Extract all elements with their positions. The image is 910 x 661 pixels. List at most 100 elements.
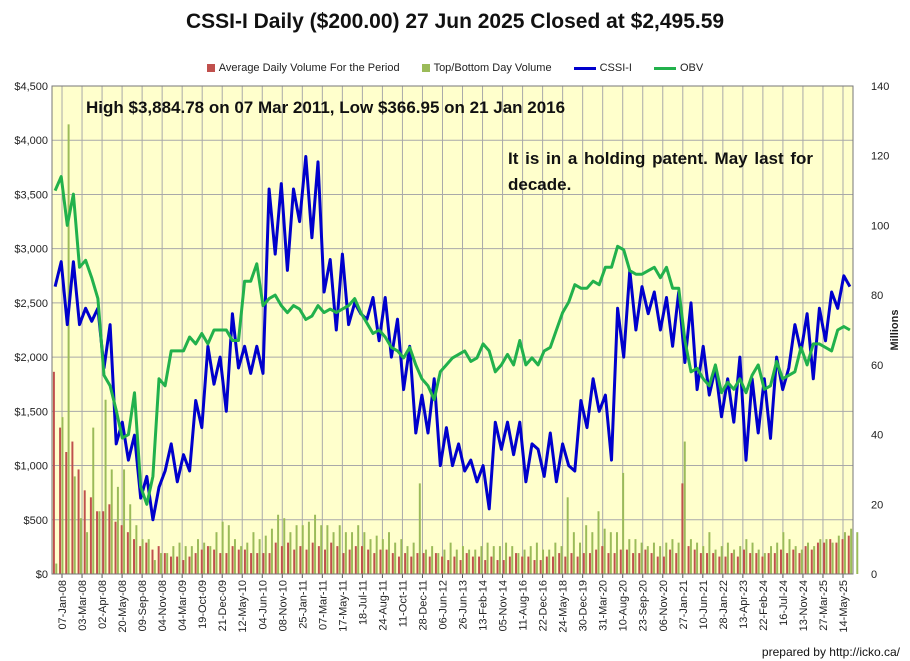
topbottom-volume-bar: [776, 542, 779, 574]
legend-item-obv: OBV: [653, 62, 703, 74]
y-left-tick-label: $3,000: [14, 244, 48, 256]
avg-volume-bar: [465, 553, 468, 574]
topbottom-volume-bar: [726, 542, 729, 574]
x-tick-label: 25-Jan-11: [297, 580, 309, 629]
topbottom-volume-bar: [689, 539, 692, 574]
topbottom-volume-bar: [511, 546, 514, 574]
avg-volume-bar: [151, 549, 154, 574]
avg-volume-bar: [274, 542, 277, 574]
topbottom-volume-bar: [394, 542, 397, 574]
x-tick-label: 24-May-18: [558, 580, 570, 633]
topbottom-volume-bar: [498, 546, 501, 574]
obv-line: [53, 175, 851, 506]
y-left-tick-label: $3,500: [14, 189, 48, 201]
avg-volume-bar: [502, 560, 505, 574]
x-tick-label: 10-Aug-20: [618, 580, 630, 631]
topbottom-volume-bar: [659, 546, 662, 574]
avg-volume-bar: [453, 556, 456, 574]
avg-volume-bar: [447, 560, 450, 574]
topbottom-volume-bar: [819, 539, 822, 574]
topbottom-volume-bar: [671, 539, 674, 574]
topbottom-volume-bar: [351, 532, 354, 574]
avg-volume-bar: [761, 556, 764, 574]
avg-volume-bar: [324, 549, 327, 574]
avg-volume-bar: [410, 556, 413, 574]
x-tick-label: 04-Jun-10: [257, 580, 269, 630]
topbottom-volume-bar: [264, 535, 267, 574]
topbottom-volume-bar: [800, 549, 803, 574]
topbottom-volume-bar: [215, 532, 218, 574]
x-tick-label: 04-Mar-09: [177, 580, 189, 631]
avg-volume-bar: [601, 546, 604, 574]
avg-volume-bar: [749, 553, 752, 574]
avg-volume-bar: [182, 560, 185, 574]
price-line: [53, 155, 852, 522]
legend-item-avg-volume: Average Daily Volume For the Period: [206, 62, 400, 74]
legend-label-price: CSSI-I: [599, 62, 632, 74]
avg-volume-bar: [200, 549, 203, 574]
avg-volume-bar: [71, 441, 74, 574]
topbottom-volume-bar: [301, 525, 304, 574]
avg-volume-bar: [404, 553, 407, 574]
topbottom-volume-bar: [92, 427, 95, 574]
avg-volume-bar: [126, 532, 129, 574]
x-tick-label: 04-Nov-08: [157, 580, 169, 631]
topbottom-volume-bar: [147, 539, 150, 574]
topbottom-volume-bar: [474, 549, 477, 574]
avg-volume-bar: [669, 549, 672, 574]
topbottom-volume-bar: [665, 542, 668, 574]
avg-volume-bar: [237, 549, 240, 574]
y-right-tick-label: 0: [871, 569, 877, 581]
avg-volume-bar: [361, 546, 363, 574]
x-tick-label: 26-Jun-13: [458, 580, 470, 630]
topbottom-volume-bar: [535, 542, 538, 574]
topbottom-volume-bar: [733, 549, 736, 574]
topbottom-volume-bar: [652, 542, 655, 574]
avg-volume-bar: [712, 553, 715, 574]
x-tick-label: 18-Jul-11: [357, 580, 369, 625]
topbottom-volume-bar: [486, 542, 489, 574]
topbottom-volume-bar: [683, 441, 686, 574]
x-tick-label: 20-May-08: [117, 580, 129, 633]
avg-volume-bar: [786, 553, 789, 574]
x-tick-label: 02-Apr-08: [97, 580, 109, 629]
topbottom-volume-bar: [449, 542, 452, 574]
topbottom-volume-bar: [270, 528, 273, 574]
y-left-tick-label: $2,000: [14, 352, 48, 364]
topbottom-volume-bar: [739, 546, 742, 574]
avg-volume-bar: [706, 553, 709, 574]
x-tick-label: 16-Jul-24: [778, 580, 790, 626]
avg-volume-bar: [552, 556, 554, 574]
topbottom-volume-bar: [141, 539, 144, 574]
topbottom-volume-bar: [381, 539, 384, 574]
topbottom-volume-bar: [289, 532, 292, 574]
avg-volume-bar: [416, 553, 419, 574]
x-tick-label: 11-Aug-16: [518, 580, 530, 631]
avg-volume-bar: [176, 556, 179, 574]
legend-swatch-topbottom-volume: [421, 64, 430, 72]
avg-volume-bar: [730, 553, 733, 574]
topbottom-volume-bar: [283, 518, 286, 574]
legend-swatch-price: [573, 66, 596, 70]
topbottom-volume-bar: [609, 532, 612, 574]
chart-title: CSSI-I Daily ($200.00) 27 Jun 2025 Close…: [185, 10, 725, 33]
x-tick-label: 23-Sep-20: [638, 580, 650, 631]
topbottom-volume-bar: [209, 546, 212, 574]
topbottom-volume-bar: [314, 514, 317, 574]
topbottom-volume-bar: [388, 532, 390, 574]
topbottom-volume-bar: [412, 542, 415, 574]
avg-volume-bar: [231, 546, 234, 574]
avg-volume-bar: [397, 556, 400, 574]
avg-volume-bar: [385, 549, 388, 574]
avg-volume-bar: [243, 549, 246, 574]
topbottom-volume-bar: [714, 549, 717, 574]
avg-volume-bar: [89, 497, 92, 574]
x-tick-label: 13-Apr-23: [738, 580, 750, 629]
x-tick-label: 30-Dec-19: [578, 580, 590, 631]
chart-legend: Average Daily Volume For the Period Top/…: [0, 62, 910, 74]
avg-volume-bar: [693, 549, 696, 574]
avg-volume-bar: [847, 535, 850, 574]
avg-volume-bar: [521, 556, 524, 574]
topbottom-volume-bar: [338, 525, 341, 574]
avg-volume-bar: [342, 553, 345, 574]
